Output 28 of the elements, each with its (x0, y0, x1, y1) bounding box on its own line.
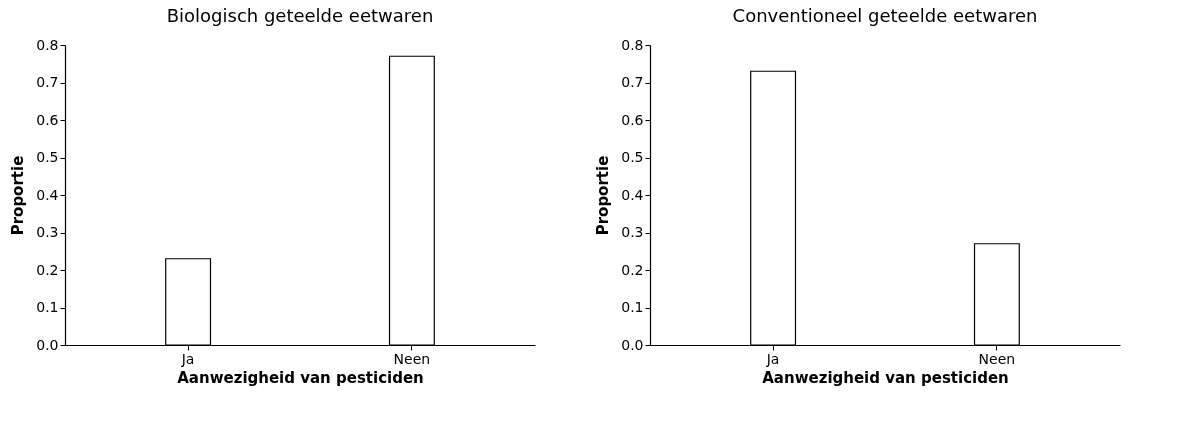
y-tick-label: 0.1 (36, 299, 59, 315)
y-tick-label: 0.6 (621, 111, 644, 128)
chart-title: Biologisch geteelde eetwaren (166, 5, 434, 26)
x-tick-label: Ja (765, 350, 780, 367)
y-tick-label: 0.6 (36, 111, 59, 128)
y-tick-label: 0.2 (36, 261, 59, 278)
x-tick-label: Neen (393, 350, 431, 367)
y-axis-title: Proportie (9, 155, 28, 236)
y-tick-label: 0.8 (36, 36, 59, 53)
y-tick-label: 0.0 (621, 336, 644, 353)
y-tick-label: 0.0 (36, 336, 59, 353)
y-tick-label: 0.4 (621, 186, 644, 203)
y-tick-label: 0.5 (621, 149, 644, 165)
y-axis-title: Proportie (594, 155, 613, 236)
chart-title: Conventioneel geteelde eetwaren (732, 5, 1038, 26)
y-tick-label: 0.3 (36, 224, 59, 240)
y-tick-label: 0.3 (621, 224, 644, 240)
x-axis-title: Aanwezigheid van pesticiden (762, 368, 1009, 387)
y-tick-label: 0.8 (621, 36, 644, 53)
y-tick-label: 0.4 (36, 186, 59, 203)
x-tick-label: Neen (978, 350, 1016, 367)
y-tick-label: 0.7 (36, 74, 59, 90)
y-tick-label: 0.7 (621, 74, 644, 90)
y-tick-label: 0.5 (36, 149, 59, 165)
y-tick-label: 0.1 (621, 299, 644, 315)
x-tick-label: Ja (180, 350, 195, 367)
y-tick-label: 0.2 (621, 261, 644, 278)
x-axis-title: Aanwezigheid van pesticiden (177, 368, 424, 387)
